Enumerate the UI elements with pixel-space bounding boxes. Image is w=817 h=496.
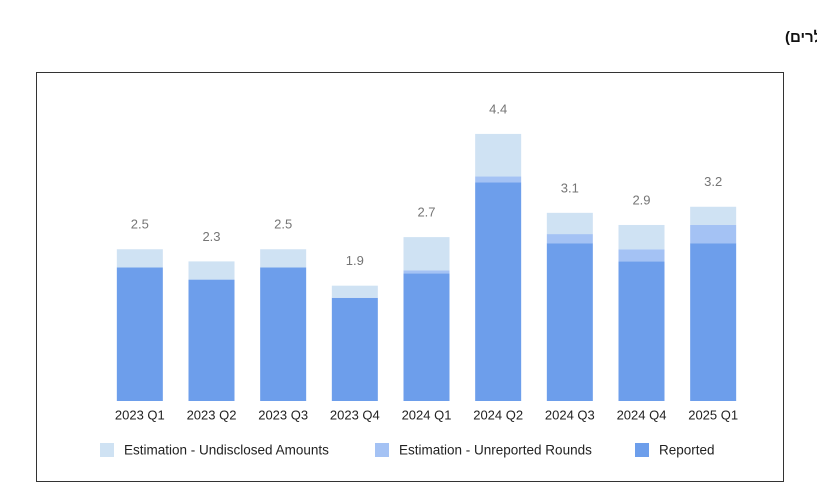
total-label: 3.2 xyxy=(704,174,722,189)
bar-segment xyxy=(546,234,593,244)
legend-label: Estimation - Undisclosed Amounts xyxy=(124,443,329,458)
bar-segment xyxy=(403,237,450,271)
total-label: 2.5 xyxy=(274,217,292,232)
bar-segment xyxy=(546,212,593,235)
bar-segment xyxy=(116,267,163,401)
chart-title: היקפי השקעות במימון פרטי (במיליארדי דולר… xyxy=(785,29,817,46)
x-tick-label: 2023 Q2 xyxy=(187,407,237,422)
bar-segment xyxy=(331,297,378,401)
total-label: 2.3 xyxy=(202,229,220,244)
legend-label: Reported xyxy=(659,443,715,458)
bar-segment xyxy=(188,279,235,401)
x-tick-label: 2024 Q4 xyxy=(617,407,667,422)
bar-segment xyxy=(403,273,450,401)
legend-swatch xyxy=(635,443,649,457)
legend-swatch xyxy=(100,443,114,457)
bar-segment xyxy=(403,270,450,274)
bar-segment xyxy=(260,249,307,268)
bar-segment xyxy=(188,261,235,280)
bar-segment xyxy=(690,206,737,225)
bar-segment xyxy=(546,243,593,401)
bar-segment xyxy=(618,261,665,401)
bar-segment xyxy=(475,133,522,177)
x-tick-label: 2024 Q1 xyxy=(402,407,452,422)
bar-segment xyxy=(690,243,737,401)
bar-segment xyxy=(618,224,665,250)
total-label: 4.4 xyxy=(489,101,507,116)
bar-segment xyxy=(475,176,522,183)
legend-swatch xyxy=(375,443,389,457)
total-label: 3.1 xyxy=(561,180,579,195)
x-tick-label: 2023 Q3 xyxy=(258,407,308,422)
bar-segment xyxy=(618,249,665,262)
total-label: 2.5 xyxy=(131,217,149,232)
x-tick-label: 2023 Q4 xyxy=(330,407,380,422)
x-tick-label: 2024 Q3 xyxy=(545,407,595,422)
total-label: 2.7 xyxy=(417,205,435,220)
chart-frame xyxy=(36,72,784,482)
bar-segment xyxy=(475,182,522,401)
bar-segment xyxy=(260,267,307,401)
total-label: 1.9 xyxy=(346,253,364,268)
legend-label: Estimation - Unreported Rounds xyxy=(399,443,592,458)
x-tick-label: 2023 Q1 xyxy=(115,407,165,422)
bar-segment xyxy=(116,249,163,268)
total-label: 2.9 xyxy=(632,192,650,207)
bar-segment xyxy=(690,224,737,244)
x-tick-label: 2025 Q1 xyxy=(688,407,738,422)
x-tick-label: 2024 Q2 xyxy=(473,407,523,422)
bar-segment xyxy=(331,285,378,298)
